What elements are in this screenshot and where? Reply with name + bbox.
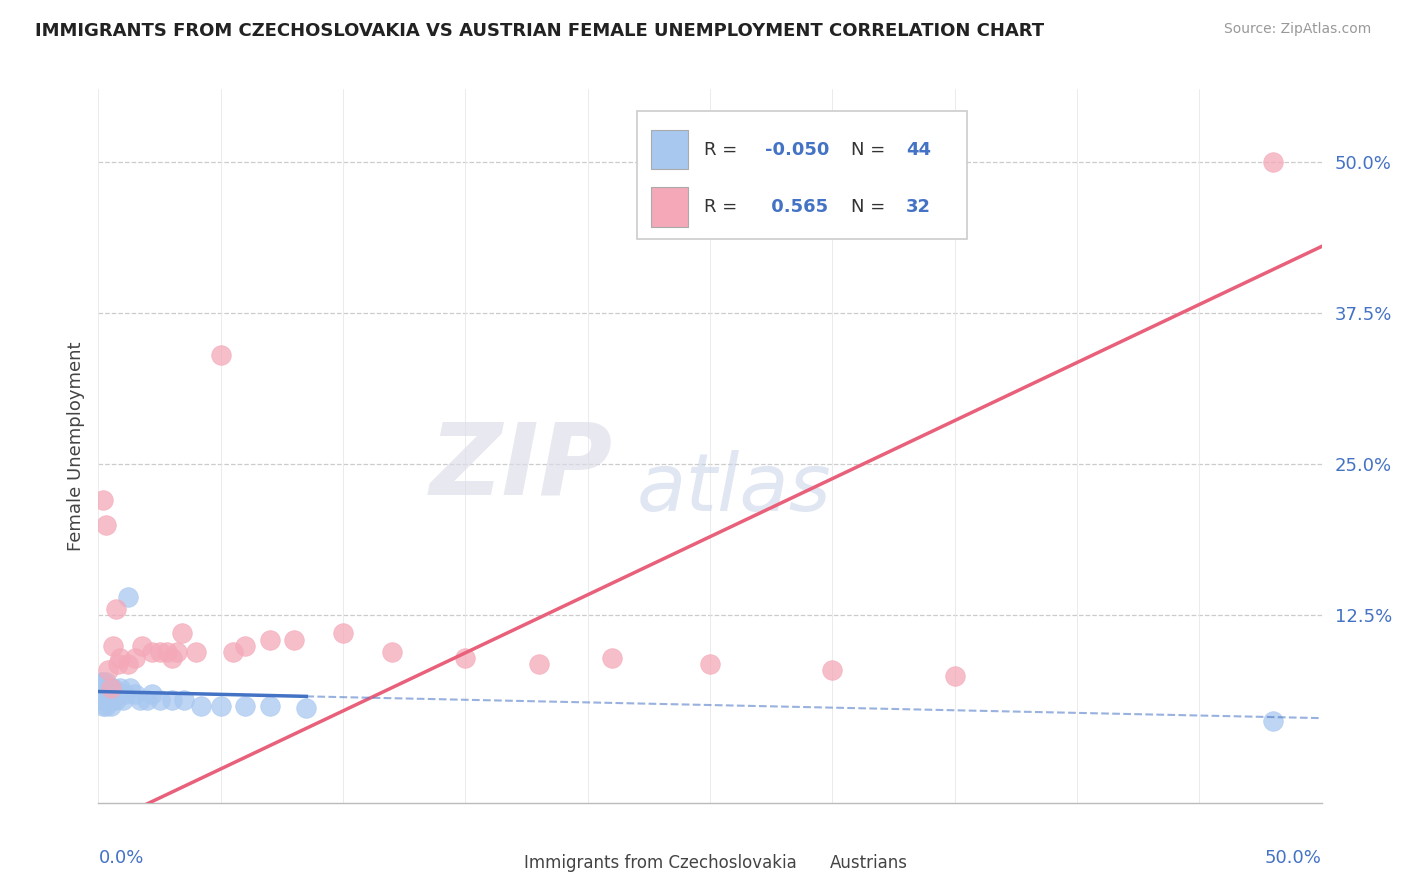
Point — [90, 674, 112, 689]
Text: 0.565: 0.565 — [765, 198, 828, 216]
Point — [699, 657, 721, 671]
Point — [821, 663, 844, 677]
Point — [170, 626, 193, 640]
Point — [91, 493, 114, 508]
Text: ZIP: ZIP — [429, 419, 612, 516]
Text: 50.0%: 50.0% — [1265, 849, 1322, 867]
Point — [111, 693, 134, 707]
Point — [124, 687, 146, 701]
Point — [97, 681, 120, 695]
Point — [259, 632, 281, 647]
Point — [100, 687, 122, 701]
Point — [295, 701, 318, 715]
Point — [90, 687, 112, 701]
Point — [94, 693, 117, 707]
Text: IMMIGRANTS FROM CZECHOSLOVAKIA VS AUSTRIAN FEMALE UNEMPLOYMENT CORRELATION CHART: IMMIGRANTS FROM CZECHOSLOVAKIA VS AUSTRI… — [35, 22, 1045, 40]
Point — [129, 693, 152, 707]
Point — [1261, 714, 1284, 728]
Point — [454, 650, 477, 665]
Point — [233, 699, 256, 714]
Point — [91, 687, 114, 701]
Point — [124, 650, 146, 665]
Point — [90, 693, 112, 707]
Point — [107, 687, 129, 701]
Point — [101, 693, 124, 707]
Text: 32: 32 — [905, 198, 931, 216]
Point — [527, 657, 550, 671]
Point — [381, 645, 404, 659]
Point — [943, 669, 966, 683]
Point — [136, 693, 159, 707]
Point — [107, 657, 129, 671]
Point — [94, 687, 117, 701]
Point — [90, 681, 112, 695]
Point — [141, 645, 163, 659]
Text: R =: R = — [704, 198, 742, 216]
Point — [94, 699, 117, 714]
Point — [283, 632, 305, 647]
Point — [156, 645, 179, 659]
Text: N =: N = — [851, 198, 890, 216]
Point — [91, 693, 114, 707]
Point — [100, 699, 122, 714]
Point — [104, 693, 127, 707]
Text: 44: 44 — [905, 141, 931, 159]
Text: Austrians: Austrians — [830, 855, 908, 872]
Point — [233, 639, 256, 653]
Point — [101, 681, 124, 695]
Bar — [651, 187, 688, 227]
Text: Source: ZipAtlas.com: Source: ZipAtlas.com — [1223, 22, 1371, 37]
Point — [104, 687, 127, 701]
Point — [131, 639, 153, 653]
Point — [117, 657, 139, 671]
Point — [166, 645, 188, 659]
Text: N =: N = — [851, 141, 890, 159]
Point — [259, 699, 281, 714]
Point — [91, 674, 114, 689]
Point — [101, 639, 124, 653]
Point — [97, 687, 120, 701]
Point — [110, 681, 132, 695]
Point — [100, 681, 122, 695]
Point — [97, 693, 120, 707]
Point — [97, 663, 120, 677]
Point — [186, 645, 208, 659]
Point — [100, 681, 122, 695]
Point — [120, 681, 142, 695]
Point — [222, 645, 245, 659]
Point — [94, 517, 117, 532]
Point — [173, 693, 195, 707]
Point — [141, 687, 163, 701]
Text: 0.0%: 0.0% — [98, 849, 143, 867]
FancyBboxPatch shape — [637, 111, 967, 239]
Text: R =: R = — [704, 141, 742, 159]
Point — [149, 693, 172, 707]
Point — [100, 693, 122, 707]
Point — [190, 699, 212, 714]
Point — [94, 681, 117, 695]
Y-axis label: Female Unemployment: Female Unemployment — [66, 342, 84, 550]
Text: Immigrants from Czechoslovakia: Immigrants from Czechoslovakia — [524, 855, 797, 872]
Point — [104, 602, 127, 616]
Point — [1261, 154, 1284, 169]
Bar — [796, 853, 823, 881]
Point — [600, 650, 623, 665]
Point — [94, 674, 117, 689]
Text: -0.050: -0.050 — [765, 141, 830, 159]
Point — [114, 687, 136, 701]
Point — [160, 650, 183, 665]
Point — [332, 626, 354, 640]
Point — [209, 348, 232, 362]
Bar — [489, 853, 517, 881]
Point — [117, 590, 139, 604]
Bar — [651, 130, 688, 169]
Point — [91, 699, 114, 714]
Point — [101, 687, 124, 701]
Point — [110, 650, 132, 665]
Point — [160, 693, 183, 707]
Point — [209, 699, 232, 714]
Point — [149, 645, 172, 659]
Text: atlas: atlas — [637, 450, 831, 528]
